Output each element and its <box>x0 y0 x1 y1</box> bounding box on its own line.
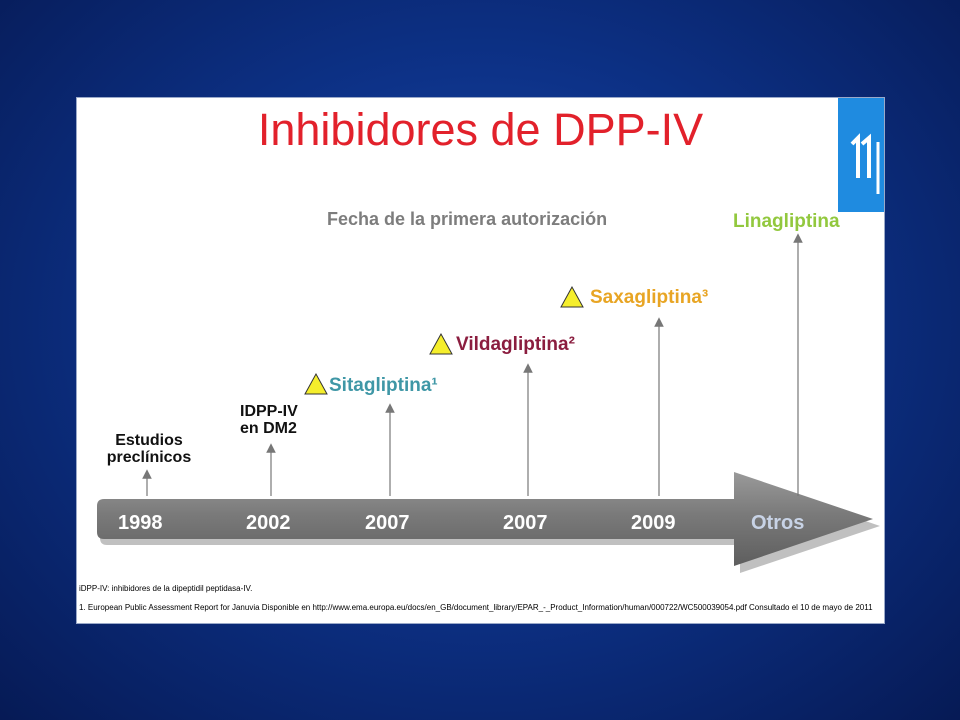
year-1998: 1998 <box>118 512 163 534</box>
logo <box>838 98 884 212</box>
year-2007-sitagliptina: 2007 <box>365 512 410 534</box>
warning-triangle-icon <box>304 372 328 395</box>
timeline-diagram: 1998 2002 2007 2007 2009 Otros <box>97 233 880 573</box>
year-otros: Otros <box>751 512 804 534</box>
timeline-arrow <box>97 472 880 573</box>
slide: Inhibidores de DPP-IV Fecha de la primer… <box>76 97 885 624</box>
label-line: IDPP-IV <box>240 403 298 420</box>
milestone-label-1998: Estudios preclínicos <box>99 432 199 466</box>
milestone-label-2002: IDPP-IV en DM2 <box>240 403 298 437</box>
milestone-label-linagliptina: Linagliptina <box>733 211 840 232</box>
warning-triangle-icon <box>560 285 584 308</box>
milestone-label-sitagliptina: Sitagliptina¹ <box>329 375 438 396</box>
logo-mark-icon <box>850 133 880 194</box>
year-2009: 2009 <box>631 512 676 534</box>
milestone-label-saxagliptina: Saxagliptina³ <box>590 287 709 308</box>
slide-title: Inhibidores de DPP-IV <box>257 104 704 155</box>
year-2002: 2002 <box>246 512 291 534</box>
footnote-abbreviation: iDPP-IV: inhibidores de la dipeptidil pe… <box>79 584 253 593</box>
label-line: en DM2 <box>240 420 297 437</box>
warning-triangle-icon <box>429 332 453 355</box>
label-line: preclínicos <box>106 449 192 466</box>
label-line: Estudios <box>115 432 183 449</box>
slide-subtitle: Fecha de la primera autorización <box>327 209 608 229</box>
year-2007-vildagliptina: 2007 <box>503 512 548 534</box>
milestone-label-vildagliptina: Vildagliptina² <box>456 334 575 355</box>
footnote-reference: 1. European Public Assessment Report for… <box>79 603 873 612</box>
